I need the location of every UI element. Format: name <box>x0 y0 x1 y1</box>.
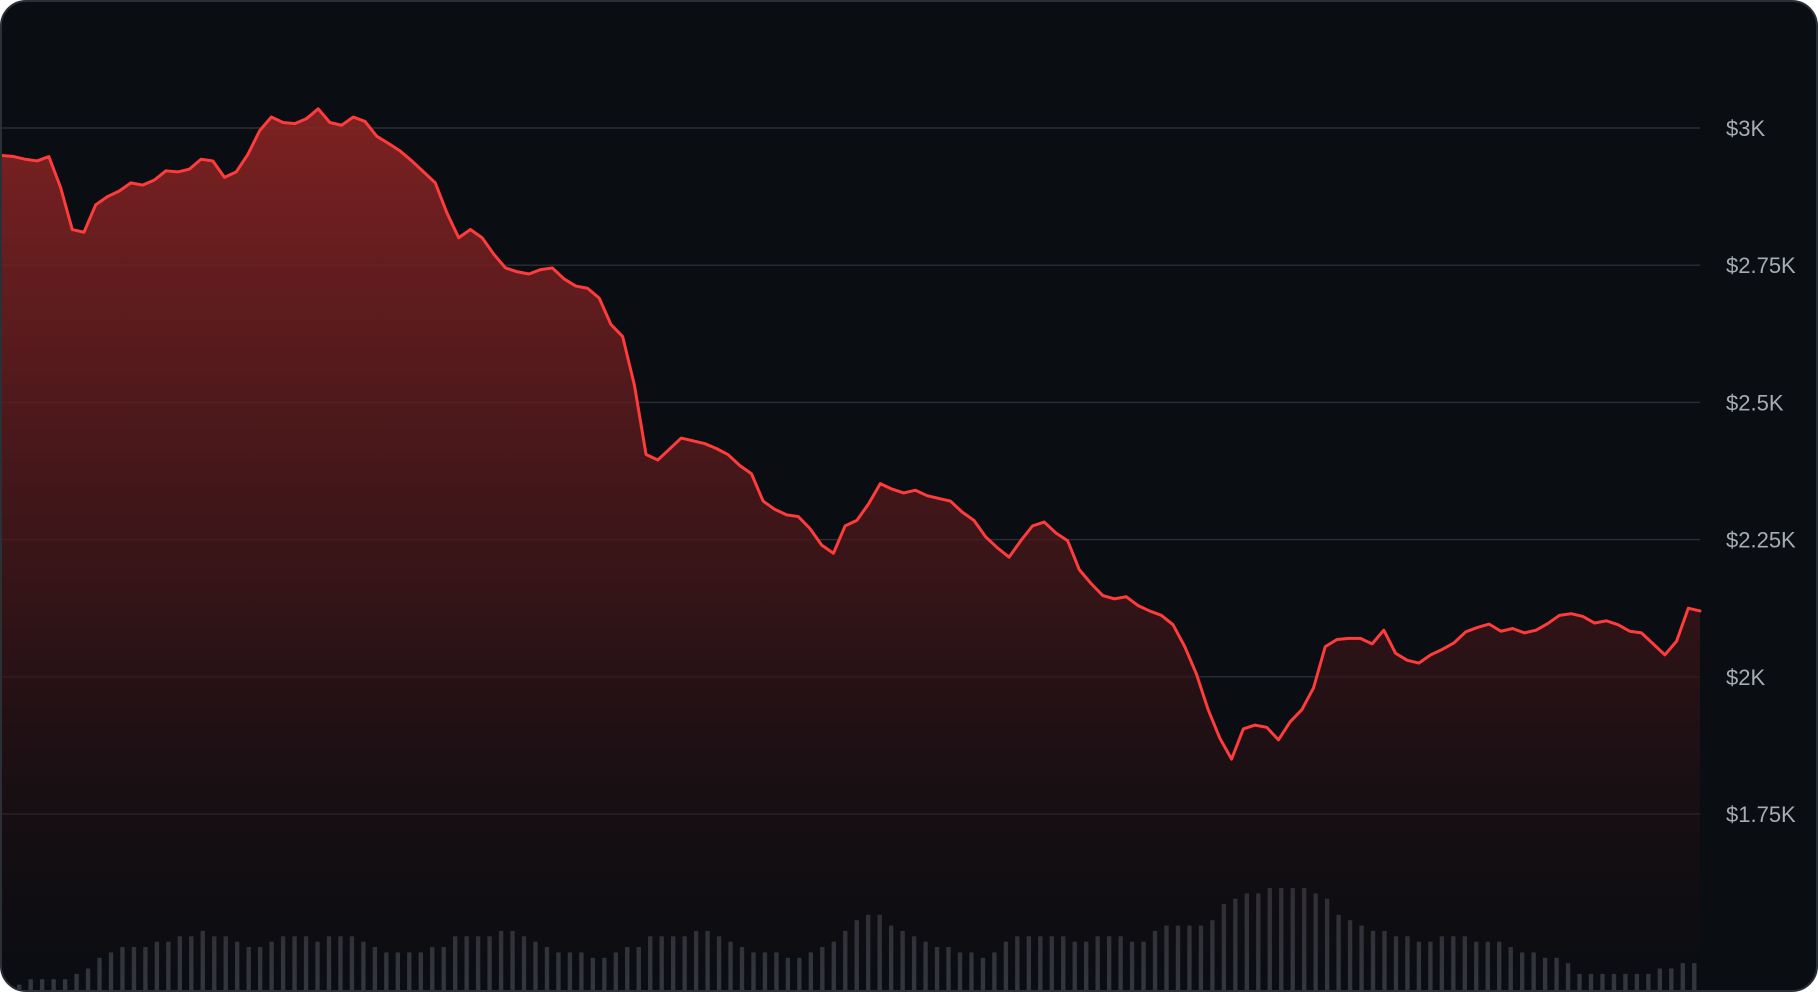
y-tick-label: $1.75K <box>1726 802 1796 827</box>
price-area-fill <box>2 108 1700 990</box>
y-tick-label: $2.75K <box>1726 253 1796 278</box>
price-line <box>2 107 1702 761</box>
y-tick-label: $3K <box>1726 116 1765 141</box>
y-tick-label: $2.25K <box>1726 528 1796 553</box>
y-axis-ticks: $3K $2.75K $2.5K $2.25K $2K $1.75K <box>1726 116 1796 827</box>
y-tick-label: $2.5K <box>1726 390 1784 415</box>
y-tick-label: $2K <box>1726 665 1765 690</box>
